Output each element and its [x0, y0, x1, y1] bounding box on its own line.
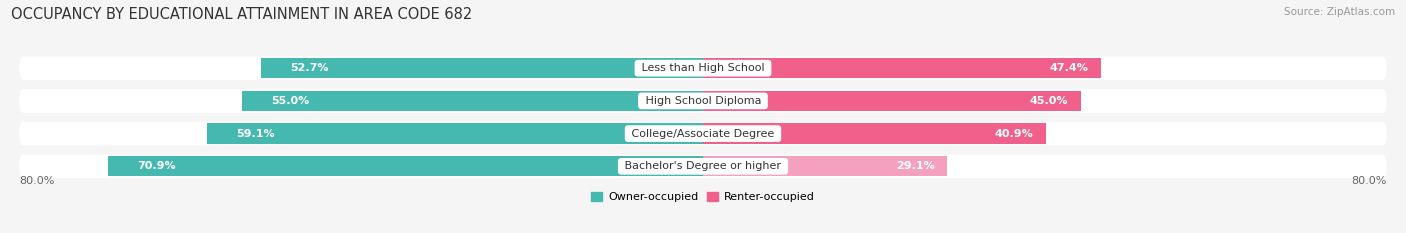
FancyBboxPatch shape	[20, 56, 1386, 80]
Text: 59.1%: 59.1%	[236, 129, 276, 139]
Text: 80.0%: 80.0%	[1351, 176, 1386, 186]
FancyBboxPatch shape	[20, 122, 1386, 145]
Bar	[703, 91, 1081, 111]
Text: 29.1%: 29.1%	[896, 161, 935, 171]
Bar	[703, 58, 1101, 78]
Text: 70.9%: 70.9%	[138, 161, 176, 171]
Bar	[703, 123, 1046, 144]
Bar	[108, 156, 703, 176]
Bar	[242, 91, 703, 111]
Text: High School Diploma: High School Diploma	[641, 96, 765, 106]
Bar	[262, 58, 703, 78]
Text: College/Associate Degree: College/Associate Degree	[628, 129, 778, 139]
Text: 45.0%: 45.0%	[1029, 96, 1069, 106]
Bar	[703, 156, 948, 176]
FancyBboxPatch shape	[20, 154, 1386, 178]
FancyBboxPatch shape	[20, 89, 1386, 113]
Text: Less than High School: Less than High School	[638, 63, 768, 73]
Text: 55.0%: 55.0%	[271, 96, 309, 106]
Text: 80.0%: 80.0%	[20, 176, 55, 186]
Legend: Owner-occupied, Renter-occupied: Owner-occupied, Renter-occupied	[586, 187, 820, 206]
Bar	[207, 123, 703, 144]
Text: 52.7%: 52.7%	[290, 63, 329, 73]
Text: OCCUPANCY BY EDUCATIONAL ATTAINMENT IN AREA CODE 682: OCCUPANCY BY EDUCATIONAL ATTAINMENT IN A…	[11, 7, 472, 22]
Text: Source: ZipAtlas.com: Source: ZipAtlas.com	[1284, 7, 1395, 17]
Text: 40.9%: 40.9%	[995, 129, 1033, 139]
Text: 47.4%: 47.4%	[1049, 63, 1088, 73]
Text: Bachelor's Degree or higher: Bachelor's Degree or higher	[621, 161, 785, 171]
